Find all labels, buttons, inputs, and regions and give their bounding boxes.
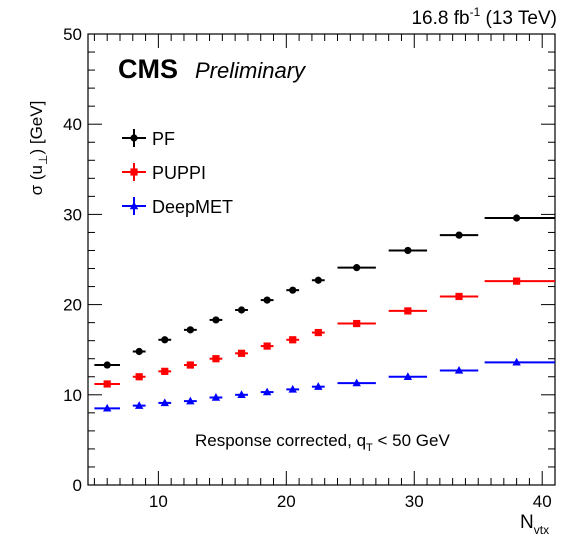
data-point <box>237 306 246 314</box>
x-tick-label: 20 <box>277 492 296 511</box>
data-point <box>237 390 246 398</box>
data-point <box>353 264 361 272</box>
data-point <box>263 296 271 304</box>
data-point <box>404 307 412 315</box>
data-point <box>102 403 112 412</box>
data-point <box>353 319 361 328</box>
data-point <box>161 336 169 344</box>
legend-marker <box>129 201 139 210</box>
data-point <box>237 349 246 357</box>
data-point <box>454 365 464 374</box>
data-point <box>103 380 111 388</box>
data-point <box>186 361 194 369</box>
x-tick-label: 10 <box>149 492 168 511</box>
data-point <box>212 355 220 363</box>
data-point <box>186 396 195 405</box>
y-tick-label: 30 <box>63 205 82 224</box>
plot-frame <box>87 33 556 486</box>
data-point <box>455 231 463 239</box>
y-tick-label: 10 <box>63 386 82 405</box>
lumi-label: 16.8 fb-1 (13 TeV) <box>411 5 557 29</box>
legend-entry-puppi: PUPPI <box>122 163 206 183</box>
data-point <box>314 382 323 390</box>
data-point <box>513 214 521 222</box>
data-point <box>135 347 143 356</box>
legend-entry-deepmet: DeepMET <box>122 197 233 217</box>
y-tick-label: 40 <box>63 115 82 134</box>
data-point <box>161 367 169 375</box>
data-series <box>94 214 555 412</box>
legend-label: PF <box>152 129 175 149</box>
x-axis-label: Nvtx <box>520 512 549 537</box>
x-tick-label: 30 <box>405 492 424 511</box>
data-point <box>212 316 220 324</box>
legend-label: DeepMET <box>152 197 233 217</box>
legend: PF PUPPI DeepMET <box>122 129 233 217</box>
y-tick-label: 50 <box>63 25 82 44</box>
legend-marker <box>130 134 138 142</box>
data-point <box>288 384 297 393</box>
x-tick-label: 40 <box>533 492 552 511</box>
data-point <box>211 393 221 401</box>
data-point <box>513 277 521 285</box>
y-tick-label: 20 <box>63 296 82 315</box>
tick-labels: 10 20 30 40 0 10 20 30 40 50 <box>63 25 552 511</box>
data-point <box>352 378 361 387</box>
legend-label: PUPPI <box>152 163 206 183</box>
axis-ticks <box>88 33 556 486</box>
y-axis-label: σ (u⊥) [GeV] <box>27 101 50 196</box>
selection-annotation: Response corrected, qT < 50 GeV <box>195 431 450 454</box>
data-point <box>263 342 271 350</box>
data-point <box>289 286 297 294</box>
data-point <box>403 372 413 380</box>
data-point <box>314 328 322 337</box>
legend-entry-pf: PF <box>122 129 175 149</box>
data-point <box>262 387 272 396</box>
data-point <box>134 401 144 409</box>
data-point <box>314 276 322 284</box>
data-point <box>160 398 169 407</box>
data-point <box>135 373 143 381</box>
data-point <box>289 336 297 344</box>
data-point <box>186 326 194 334</box>
series-puppi <box>94 277 555 388</box>
data-point <box>512 357 521 366</box>
data-point <box>455 292 463 301</box>
data-point <box>404 246 412 255</box>
data-point <box>103 361 111 369</box>
legend-marker <box>130 168 138 176</box>
preliminary-label: Preliminary <box>195 58 307 83</box>
cms-label: CMS <box>118 54 178 84</box>
y-tick-label: 0 <box>73 476 82 495</box>
series-pf <box>94 214 555 369</box>
series-deepmet <box>94 357 555 412</box>
